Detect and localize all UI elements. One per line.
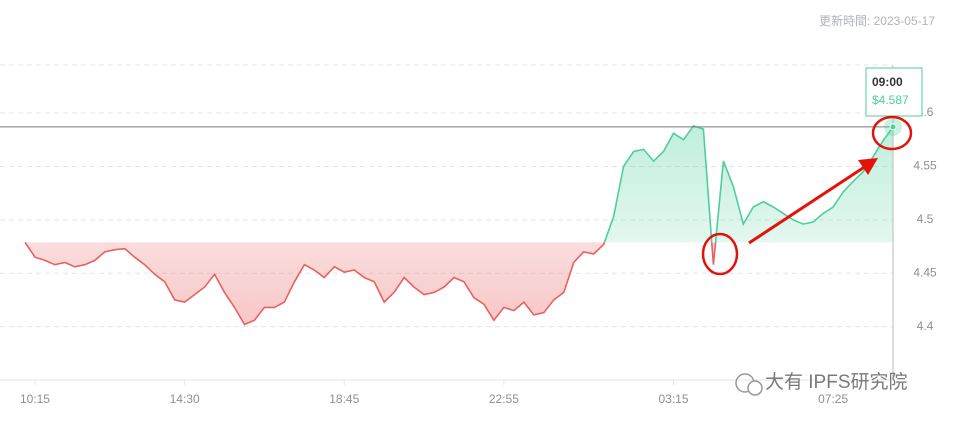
area-down bbox=[25, 242, 716, 325]
area-up bbox=[25, 125, 893, 243]
y-tick-label: 4.55 bbox=[913, 159, 937, 173]
update-time: 更新時間: 2023-05-17 bbox=[819, 13, 935, 28]
price-line-down bbox=[24, 242, 717, 326]
tooltip-box bbox=[865, 67, 923, 117]
x-tick-label: 03:15 bbox=[658, 392, 688, 406]
annotation-circle bbox=[701, 232, 739, 276]
tooltip-time: 09:00 bbox=[872, 75, 903, 89]
watermark: 大有 IPFS研究院 bbox=[735, 371, 908, 396]
x-tick-label: 22:55 bbox=[489, 392, 519, 406]
x-tick-label: 10:15 bbox=[20, 392, 50, 406]
annotation-circle bbox=[871, 115, 913, 151]
price-line-up bbox=[25, 124, 894, 243]
tooltip-price: $4.587 bbox=[872, 93, 909, 107]
y-tick-label: 4.4 bbox=[917, 319, 934, 333]
x-tick-label: 18:45 bbox=[329, 392, 359, 406]
y-tick-label: 4.5 bbox=[917, 212, 934, 226]
x-tick-label: 07:25 bbox=[818, 392, 848, 406]
x-tick-label: 14:30 bbox=[170, 392, 200, 406]
annotation-arrow bbox=[748, 164, 867, 245]
y-tick-label: 4.45 bbox=[913, 265, 937, 279]
watermark-text: 大有 IPFS研究院 bbox=[765, 371, 908, 393]
hover-dot bbox=[889, 123, 897, 131]
annotation-arrowhead bbox=[858, 158, 878, 175]
